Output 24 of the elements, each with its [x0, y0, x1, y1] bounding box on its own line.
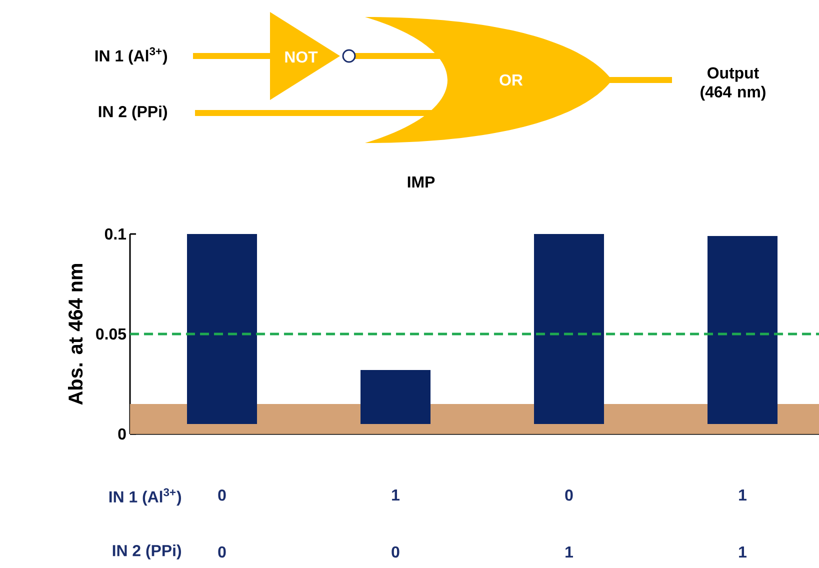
- text: IN 1 (Al$^{3+}$): [95, 47, 168, 65]
- bar: [187, 234, 258, 424]
- text: 0: [218, 546, 226, 558]
- y-tick-label: 0.05: [96, 328, 126, 340]
- text: IN 2 (PPi): [112, 544, 182, 560]
- y-tick-label: 0.1: [104, 228, 126, 240]
- text: 1: [566, 546, 573, 558]
- bar: [360, 370, 431, 424]
- x-tick-label: 0: [218, 490, 226, 501]
- text: 0: [392, 546, 400, 558]
- text: Output (464 nm): [700, 67, 766, 101]
- bar: [708, 236, 778, 424]
- text: OR: [500, 74, 523, 86]
- text: IN 2 (PPi): [98, 106, 168, 120]
- text: IMP: [408, 176, 435, 188]
- x-tick-label: 1: [739, 490, 746, 500]
- bar: [534, 234, 604, 424]
- x-tick-label: 1: [392, 490, 400, 500]
- x-tick-label: 0: [565, 490, 573, 501]
- text: 1: [739, 546, 746, 558]
- y-tick-label: 0: [118, 428, 126, 440]
- text: NOT: [285, 51, 318, 63]
- y-axis-title: Abs. at 464 nm: [68, 264, 83, 405]
- text: IN 1 (Al$^{3+}$): [109, 488, 182, 506]
